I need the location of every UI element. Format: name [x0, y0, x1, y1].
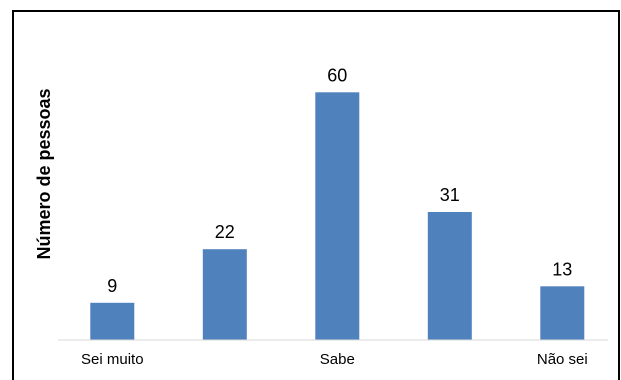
data-label-4: 31 [440, 185, 460, 205]
bar-1 [90, 302, 135, 340]
bar-2 [202, 249, 247, 340]
y-axis-title: Número de pessoas [34, 88, 54, 259]
bar-5 [540, 286, 585, 340]
x-tick-label-3: Sabe [320, 351, 355, 368]
tick-labels-layer: Sei muito Sabe Não sei [81, 351, 588, 368]
data-label-5: 13 [552, 259, 572, 279]
x-tick-label-5: Não sei [537, 351, 588, 368]
data-label-1: 9 [107, 276, 117, 296]
bars-layer [90, 92, 585, 340]
bar-3 [315, 92, 360, 340]
bar-4 [427, 212, 472, 340]
data-label-2: 22 [215, 222, 235, 242]
value-labels-layer: 9 22 60 31 13 [107, 65, 572, 295]
x-tick-label-1: Sei muito [81, 351, 144, 368]
data-label-3: 60 [327, 65, 347, 85]
